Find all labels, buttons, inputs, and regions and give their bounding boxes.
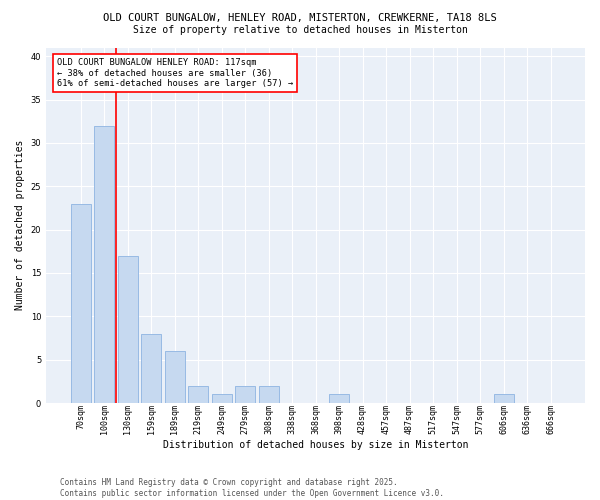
Bar — [212, 394, 232, 403]
Bar — [188, 386, 208, 403]
Text: Contains HM Land Registry data © Crown copyright and database right 2025.
Contai: Contains HM Land Registry data © Crown c… — [60, 478, 444, 498]
Bar — [118, 256, 137, 403]
Bar — [71, 204, 91, 403]
Text: Size of property relative to detached houses in Misterton: Size of property relative to detached ho… — [133, 25, 467, 35]
Bar — [494, 394, 514, 403]
Bar — [164, 351, 185, 403]
Bar — [235, 386, 255, 403]
Bar — [259, 386, 278, 403]
Y-axis label: Number of detached properties: Number of detached properties — [15, 140, 25, 310]
Bar — [329, 394, 349, 403]
X-axis label: Distribution of detached houses by size in Misterton: Distribution of detached houses by size … — [163, 440, 468, 450]
Bar — [94, 126, 114, 403]
Text: OLD COURT BUNGALOW HENLEY ROAD: 117sqm
← 38% of detached houses are smaller (36): OLD COURT BUNGALOW HENLEY ROAD: 117sqm ←… — [57, 58, 293, 88]
Bar — [141, 334, 161, 403]
Text: OLD COURT BUNGALOW, HENLEY ROAD, MISTERTON, CREWKERNE, TA18 8LS: OLD COURT BUNGALOW, HENLEY ROAD, MISTERT… — [103, 12, 497, 22]
